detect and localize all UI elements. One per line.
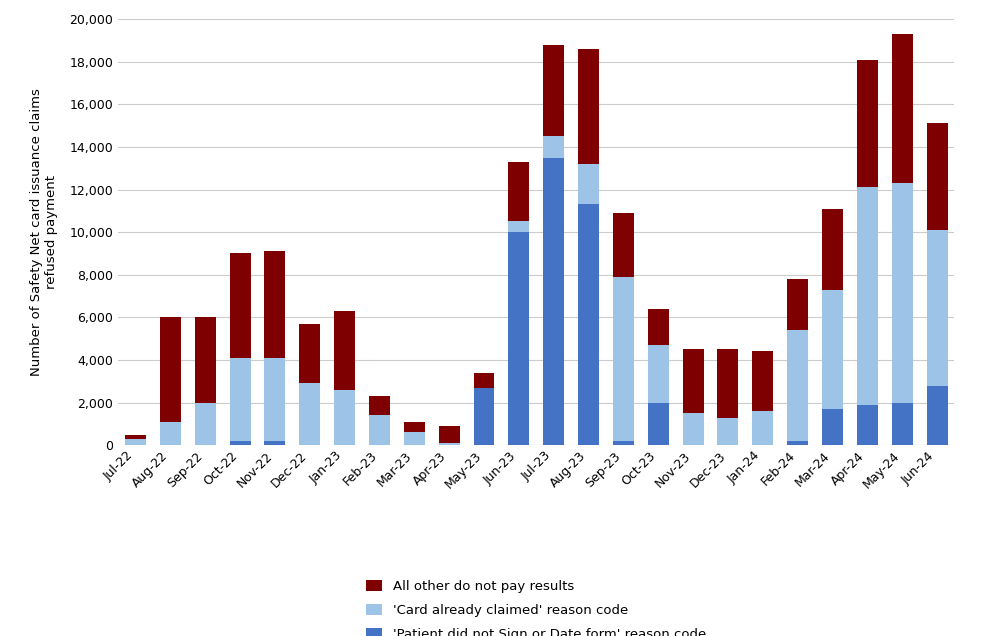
Bar <box>857 188 878 404</box>
Bar <box>613 441 634 445</box>
Bar <box>439 443 460 445</box>
Bar <box>927 385 948 445</box>
Bar <box>857 404 878 445</box>
Bar <box>822 409 843 445</box>
Bar <box>195 317 215 403</box>
Bar <box>229 441 251 445</box>
Bar <box>753 411 773 445</box>
Bar <box>403 432 425 445</box>
Bar <box>543 158 564 445</box>
Bar <box>265 251 285 358</box>
Bar <box>787 441 808 445</box>
Bar <box>543 45 564 136</box>
Bar <box>369 415 390 445</box>
Bar <box>265 358 285 441</box>
Bar <box>509 162 529 221</box>
Bar <box>195 403 215 445</box>
Bar <box>159 317 181 422</box>
Bar <box>125 434 146 439</box>
Bar <box>509 221 529 232</box>
Bar <box>717 417 738 445</box>
Bar <box>299 324 320 384</box>
Bar <box>927 230 948 385</box>
Bar <box>229 358 251 441</box>
Bar <box>579 164 599 204</box>
Bar <box>473 373 494 388</box>
Bar <box>822 209 843 289</box>
Bar <box>509 232 529 445</box>
Bar <box>335 390 355 445</box>
Bar <box>369 396 390 415</box>
Bar <box>265 441 285 445</box>
Y-axis label: Number of Safety Net card issuance claims
refused payment: Number of Safety Net card issuance claim… <box>31 88 58 376</box>
Bar <box>543 136 564 158</box>
Bar <box>647 345 669 403</box>
Bar <box>892 183 913 403</box>
Bar <box>822 289 843 409</box>
Legend: All other do not pay results, 'Card already claimed' reason code, 'Patient did n: All other do not pay results, 'Card alre… <box>366 579 707 636</box>
Bar <box>335 311 355 390</box>
Bar <box>159 422 181 445</box>
Bar <box>613 213 634 277</box>
Bar <box>403 422 425 432</box>
Bar <box>579 49 599 164</box>
Bar <box>683 413 704 445</box>
Bar <box>439 426 460 443</box>
Bar <box>787 330 808 441</box>
Bar <box>613 277 634 441</box>
Bar <box>647 309 669 345</box>
Bar <box>125 439 146 445</box>
Bar <box>473 388 494 445</box>
Bar <box>892 403 913 445</box>
Bar <box>753 352 773 411</box>
Bar <box>892 34 913 183</box>
Bar <box>229 253 251 358</box>
Bar <box>857 60 878 188</box>
Bar <box>647 403 669 445</box>
Bar <box>579 204 599 445</box>
Bar <box>717 349 738 417</box>
Bar <box>683 349 704 413</box>
Bar <box>927 123 948 230</box>
Bar <box>299 384 320 445</box>
Bar <box>787 279 808 330</box>
